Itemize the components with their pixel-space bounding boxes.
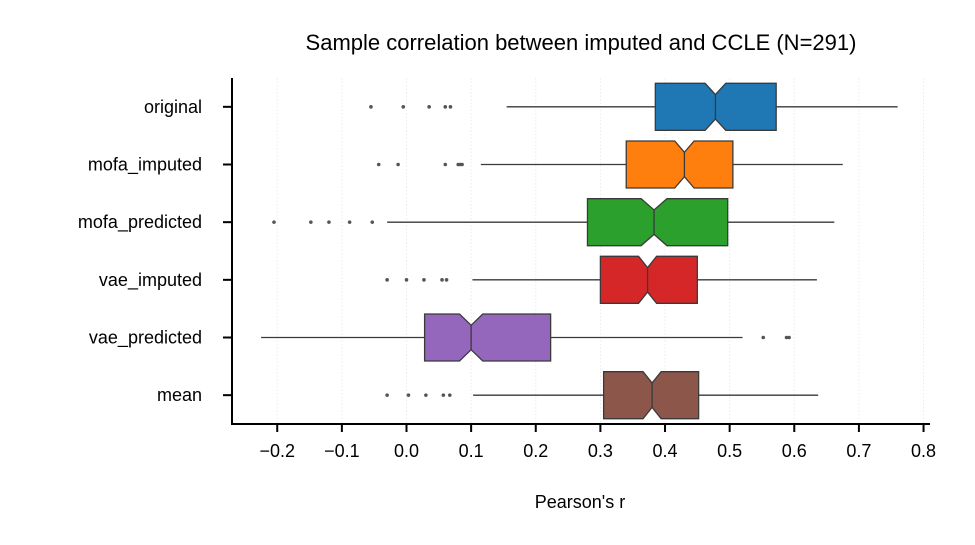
box-group-mofa_predicted	[272, 198, 835, 247]
box-vae_imputed	[599, 255, 698, 304]
outlier-point	[448, 105, 453, 109]
outlier-point	[369, 105, 373, 109]
x-tick-label: −0.1	[324, 441, 360, 461]
y-tick-label: mean	[157, 385, 202, 405]
box-group-vae_imputed	[385, 255, 817, 304]
outlier-point	[761, 335, 766, 340]
y-tick-label: vae_predicted	[89, 328, 202, 349]
outlier-point	[787, 335, 791, 340]
outlier-point	[347, 220, 352, 224]
outlier-point	[784, 335, 789, 340]
box-group-mean	[385, 371, 819, 420]
x-tick-label: 0.4	[653, 441, 678, 461]
outlier-point	[422, 278, 426, 282]
x-tick-label: 0.1	[459, 441, 484, 461]
outlier-point	[443, 162, 448, 167]
y-tick-label: original	[144, 97, 202, 117]
outlier-point	[427, 105, 431, 109]
outlier-point	[396, 162, 400, 167]
x-tick-label: 0.0	[394, 441, 419, 461]
x-tick-label: 0.2	[523, 441, 548, 461]
outlier-point	[424, 393, 428, 397]
box-mofa_imputed	[625, 140, 734, 189]
outlier-point	[441, 393, 446, 397]
outlier-point	[406, 393, 411, 397]
chart-title: Sample correlation between imputed and C…	[306, 30, 857, 55]
box-mofa_predicted	[586, 198, 729, 247]
outlier-point	[448, 393, 452, 397]
box-group-vae_predicted	[261, 313, 791, 362]
x-tick-label: 0.7	[846, 441, 871, 461]
outlier-point	[443, 105, 448, 109]
box-group-original	[369, 82, 898, 131]
y-tick-label: vae_imputed	[99, 270, 202, 291]
y-axis: original mofa_imputed mofa_predicted vae_im…	[78, 78, 233, 425]
outlier-point	[309, 220, 313, 224]
grid-lines	[276, 78, 925, 424]
x-tick-label: 0.8	[911, 441, 936, 461]
x-tick-label: 0.6	[782, 441, 807, 461]
outlier-point	[460, 162, 464, 167]
x-tick-label: 0.5	[717, 441, 742, 461]
outlier-point	[404, 278, 409, 282]
x-axis-label: Pearson's r	[535, 492, 625, 512]
outlier-point	[272, 220, 276, 224]
outlier-point	[327, 220, 331, 224]
box-vae_predicted	[423, 313, 552, 362]
y-tick-label: mofa_predicted	[78, 212, 202, 233]
outlier-point	[370, 220, 375, 224]
outlier-point	[385, 278, 389, 282]
box-group-mofa_imputed	[376, 140, 843, 189]
outlier-point	[401, 105, 406, 109]
x-axis: −0.2 −0.1 0.0 0.1 0.2 0.3 0.4 0.5 0.6 0.7 0.8	[231, 423, 936, 461]
outlier-point	[444, 278, 449, 282]
outlier-point	[385, 393, 389, 397]
x-tick-label: −0.2	[259, 441, 295, 461]
x-tick-label: 0.3	[588, 441, 613, 461]
y-tick-label: mofa_imputed	[88, 155, 202, 176]
outlier-point	[440, 278, 444, 282]
box-mean	[602, 371, 700, 420]
outlier-point	[376, 162, 381, 167]
boxes	[261, 82, 898, 420]
